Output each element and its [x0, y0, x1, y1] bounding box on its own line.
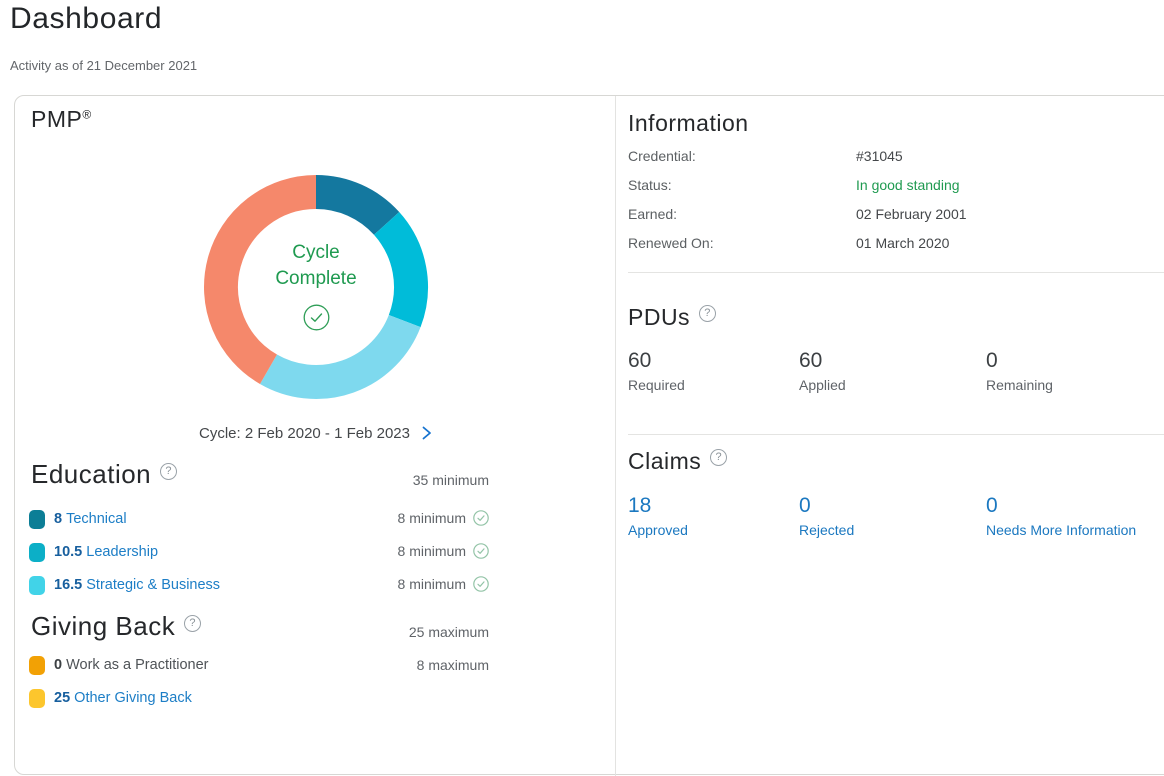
- pdus-applied-value: 60: [799, 349, 823, 372]
- status-label: Status:: [628, 177, 672, 193]
- practitioner-value: 0: [54, 657, 63, 673]
- technical-requirement: 8 minimum: [397, 510, 466, 526]
- technical-color-swatch: [29, 509, 45, 529]
- leadership-requirement-row: 8 minimum: [315, 543, 489, 559]
- donut-segment: [260, 314, 421, 399]
- requirement-met-check-icon: [473, 543, 489, 559]
- donut-segment: [315, 175, 400, 236]
- pdus-applied-stat: 60 Applied: [799, 349, 964, 393]
- claims-needs-info-stat[interactable]: 0 Needs More Information: [986, 494, 1164, 538]
- strategic-color-swatch: [29, 575, 45, 595]
- claims-needs-info-label: Needs More Information: [986, 522, 1137, 538]
- cycle-dates-link[interactable]: Cycle: 2 Feb 2020 - 1 Feb 2023: [116, 425, 516, 442]
- other-giving-back-value: 25: [54, 690, 71, 706]
- leadership-requirement: 8 minimum: [397, 543, 466, 559]
- giving-back-help-icon[interactable]: ?: [184, 614, 202, 632]
- claims-rejected-stat[interactable]: 0 Rejected: [799, 494, 964, 538]
- strategic-requirement-row: 8 minimum: [315, 576, 489, 592]
- education-item-technical[interactable]: 8 Technical: [29, 509, 127, 529]
- leadership-value: 10.5: [54, 544, 83, 560]
- leadership-color-swatch: [29, 542, 45, 562]
- status-value: In good standing: [856, 177, 960, 193]
- page-title: Dashboard: [10, 2, 163, 35]
- renewal-donut-chart: [204, 175, 428, 399]
- education-help-icon[interactable]: ?: [160, 462, 178, 480]
- practitioner-label: Work as a Practitioner: [66, 657, 209, 673]
- claims-approved-stat[interactable]: 18 Approved: [628, 494, 793, 538]
- renewed-on-label: Renewed On:: [628, 235, 714, 251]
- cycle-dates-label: Cycle: 2 Feb 2020 - 1 Feb 2023: [199, 425, 410, 442]
- column-divider: [615, 96, 616, 776]
- pdus-remaining-label: Remaining: [986, 377, 1053, 393]
- earned-label: Earned:: [628, 206, 678, 222]
- education-item-strategic[interactable]: 16.5 Strategic & Business: [29, 575, 220, 595]
- pdus-remaining-stat: 0 Remaining: [986, 349, 1151, 393]
- pdus-help-icon[interactable]: ?: [699, 304, 717, 322]
- education-heading-label: Education: [31, 459, 152, 489]
- pdus-heading: PDUs?: [628, 304, 717, 331]
- pdus-required-label: Required: [628, 377, 685, 393]
- giving-back-item-other[interactable]: 25 Other Giving Back: [29, 688, 192, 708]
- earned-value: 02 February 2001: [856, 206, 967, 222]
- certification-name: PMP: [31, 106, 83, 132]
- other-giving-back-color-swatch: [29, 688, 45, 708]
- cycle-status-line1: Cycle: [292, 242, 340, 263]
- dashboard-card: PMP® Cycle Complete Cycle: 2 Feb 2020 - …: [14, 95, 1164, 776]
- activity-date-subtitle: Activity as of 21 December 2021: [10, 58, 198, 73]
- education-heading: Education?: [31, 459, 178, 490]
- pdus-heading-label: PDUs: [628, 304, 691, 330]
- strategic-value: 16.5: [54, 577, 83, 593]
- technical-requirement-row: 8 minimum: [315, 510, 489, 526]
- claims-approved-label: Approved: [628, 522, 688, 538]
- claims-help-icon[interactable]: ?: [710, 448, 728, 466]
- claims-rejected-label: Rejected: [799, 522, 855, 538]
- pdus-applied-label: Applied: [799, 377, 846, 393]
- education-requirement: 35 minimum: [412, 472, 489, 488]
- certification-title: PMP®: [31, 106, 92, 133]
- giving-back-item-practitioner: 0 Work as a Practitioner: [29, 655, 208, 675]
- giving-back-heading: Giving Back?: [31, 611, 202, 642]
- credential-label: Credential:: [628, 148, 696, 164]
- practitioner-color-swatch: [29, 655, 45, 675]
- cycle-status-line2: Complete: [275, 268, 357, 289]
- strategic-requirement: 8 minimum: [397, 576, 466, 592]
- pdus-remaining-value: 0: [986, 349, 998, 372]
- section-divider: [628, 272, 1164, 273]
- practitioner-requirement: 8 maximum: [416, 657, 489, 673]
- claims-heading: Claims?: [628, 448, 728, 475]
- leadership-label: Leadership: [86, 544, 159, 560]
- claims-approved-value: 18: [628, 494, 652, 517]
- giving-back-heading-label: Giving Back: [31, 611, 176, 641]
- pdus-required-value: 60: [628, 349, 652, 372]
- pdus-required-stat: 60 Required: [628, 349, 793, 393]
- technical-value: 8: [54, 511, 63, 527]
- strategic-label: Strategic & Business: [86, 577, 221, 593]
- other-giving-back-label: Other Giving Back: [74, 690, 192, 706]
- education-item-leadership[interactable]: 10.5 Leadership: [29, 542, 158, 562]
- information-heading: Information: [628, 110, 749, 136]
- giving-back-requirement: 25 maximum: [408, 624, 489, 640]
- credential-value: #31045: [856, 148, 903, 164]
- claims-heading-label: Claims: [628, 448, 702, 474]
- donut-segment: [204, 175, 317, 384]
- requirement-met-check-icon: [473, 576, 489, 592]
- cycle-status: Cycle Complete: [236, 240, 396, 339]
- requirement-met-check-icon: [473, 510, 489, 526]
- registered-trademark: ®: [82, 107, 92, 122]
- renewed-on-value: 01 March 2020: [856, 235, 950, 251]
- claims-needs-info-value: 0: [986, 494, 998, 517]
- donut-segment: [373, 212, 428, 328]
- section-divider: [628, 434, 1164, 435]
- cycle-complete-check-icon: [236, 304, 396, 339]
- claims-rejected-value: 0: [799, 494, 811, 517]
- chevron-right-icon: [422, 426, 431, 440]
- technical-label: Technical: [66, 511, 127, 527]
